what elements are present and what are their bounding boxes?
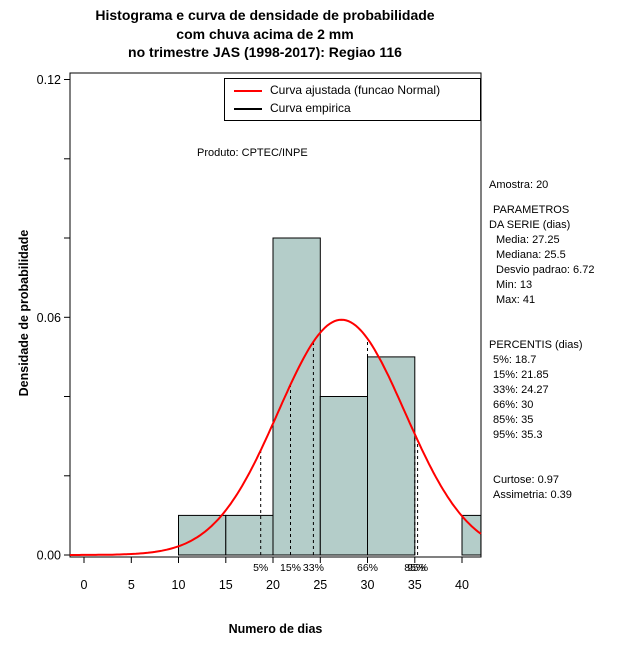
x-tick-label: 15 [219, 578, 233, 592]
histogram-bar [225, 514, 274, 556]
legend-label-fitted: Curva ajustada (funcao Normal) [270, 83, 441, 97]
x-tick-label: 0 [81, 578, 88, 592]
stat-p66: 66%: 30 [493, 399, 534, 411]
stat-percentis-header: PERCENTIS (dias) [489, 339, 583, 351]
stat-min: Min: 13 [496, 279, 533, 291]
x-tick-label: 10 [172, 578, 186, 592]
legend-item-empirical: Curva empirica [234, 102, 480, 115]
percentile-label: 95% [407, 562, 428, 574]
x-tick-label: 30 [361, 578, 375, 592]
percentile-labels: 5% 15% 33% 66% 85%95% [253, 562, 428, 574]
stat-params-header: PARAMETROS [493, 204, 570, 216]
red-line-swatch [234, 89, 262, 92]
normal-curve [69, 318, 482, 556]
legend: Curva ajustada (funcao Normal) Curva emp… [224, 78, 481, 121]
stat-p33: 33%: 24.27 [493, 384, 549, 396]
histogram-bar [178, 514, 227, 556]
stats-panel: Amostra: 20 PARAMETROS DA SERIE (dias) M… [489, 178, 639, 503]
stat-p95: 95%: 35.3 [493, 429, 543, 441]
stat-mediana: Mediana: 25.5 [496, 249, 566, 261]
y-axis-title: Densidade de probabilidade [17, 229, 31, 397]
stat-media: Media: 27.25 [496, 234, 560, 246]
stat-curtose: Curtose: 0.97 [493, 474, 560, 486]
product-annotation: Produto: CPTEC/INPE [197, 147, 308, 159]
stat-p5: 5%: 18.7 [493, 354, 537, 366]
histogram-bar [461, 514, 482, 556]
legend-label-empirical: Curva empirica [270, 101, 351, 115]
legend-item-fitted: Curva ajustada (funcao Normal) [234, 84, 480, 97]
plot-box [69, 72, 482, 558]
percentile-label: 66% [357, 562, 378, 574]
x-axis-title: Numero de dias [228, 622, 323, 636]
y-tick-label: 0.12 [37, 73, 61, 87]
y-tick-label: 0.00 [37, 549, 61, 563]
x-tick-label: 25 [313, 578, 327, 592]
stat-desvio: Desvio padrao: 6.72 [496, 264, 595, 276]
percentile-lines [260, 338, 419, 555]
stat-max: Max: 41 [496, 294, 536, 306]
percentile-label: 85% [404, 562, 425, 574]
histogram-bar [272, 237, 321, 556]
percentile-label: 15% [280, 562, 301, 574]
chart-title: Histograma e curva de densidade de proba… [0, 6, 530, 62]
stat-sample: Amostra: 20 [489, 179, 549, 191]
percentile-label: 33% [303, 562, 324, 574]
stat-p85: 85%: 35 [493, 414, 534, 426]
title-line-1: Histograma e curva de densidade de proba… [95, 7, 435, 23]
title-line-3: no trimestre JAS (1998-2017): Regiao 116 [128, 44, 402, 60]
x-tick-label: 5 [128, 578, 135, 592]
stat-params-header2: DA SERIE (dias) [489, 219, 571, 231]
histogram-bar [319, 396, 369, 556]
percentile-label: 5% [253, 562, 268, 574]
black-line-swatch [234, 107, 262, 110]
x-tick-label: 35 [408, 578, 422, 592]
stat-p15: 15%: 21.85 [493, 369, 549, 381]
y-tick-label: 0.06 [37, 311, 61, 325]
histogram-bars [178, 237, 482, 556]
y-axis: 0.00 0.06 0.12 [37, 73, 70, 563]
histogram-bar [367, 356, 416, 556]
x-tick-label: 20 [266, 578, 280, 592]
title-line-2: com chuva acima de 2 mm [176, 25, 354, 42]
x-tick-label: 40 [455, 578, 469, 592]
stat-assimetria: Assimetria: 0.39 [493, 489, 572, 501]
x-axis: 0 5 10 15 20 25 30 35 40 [81, 557, 469, 592]
